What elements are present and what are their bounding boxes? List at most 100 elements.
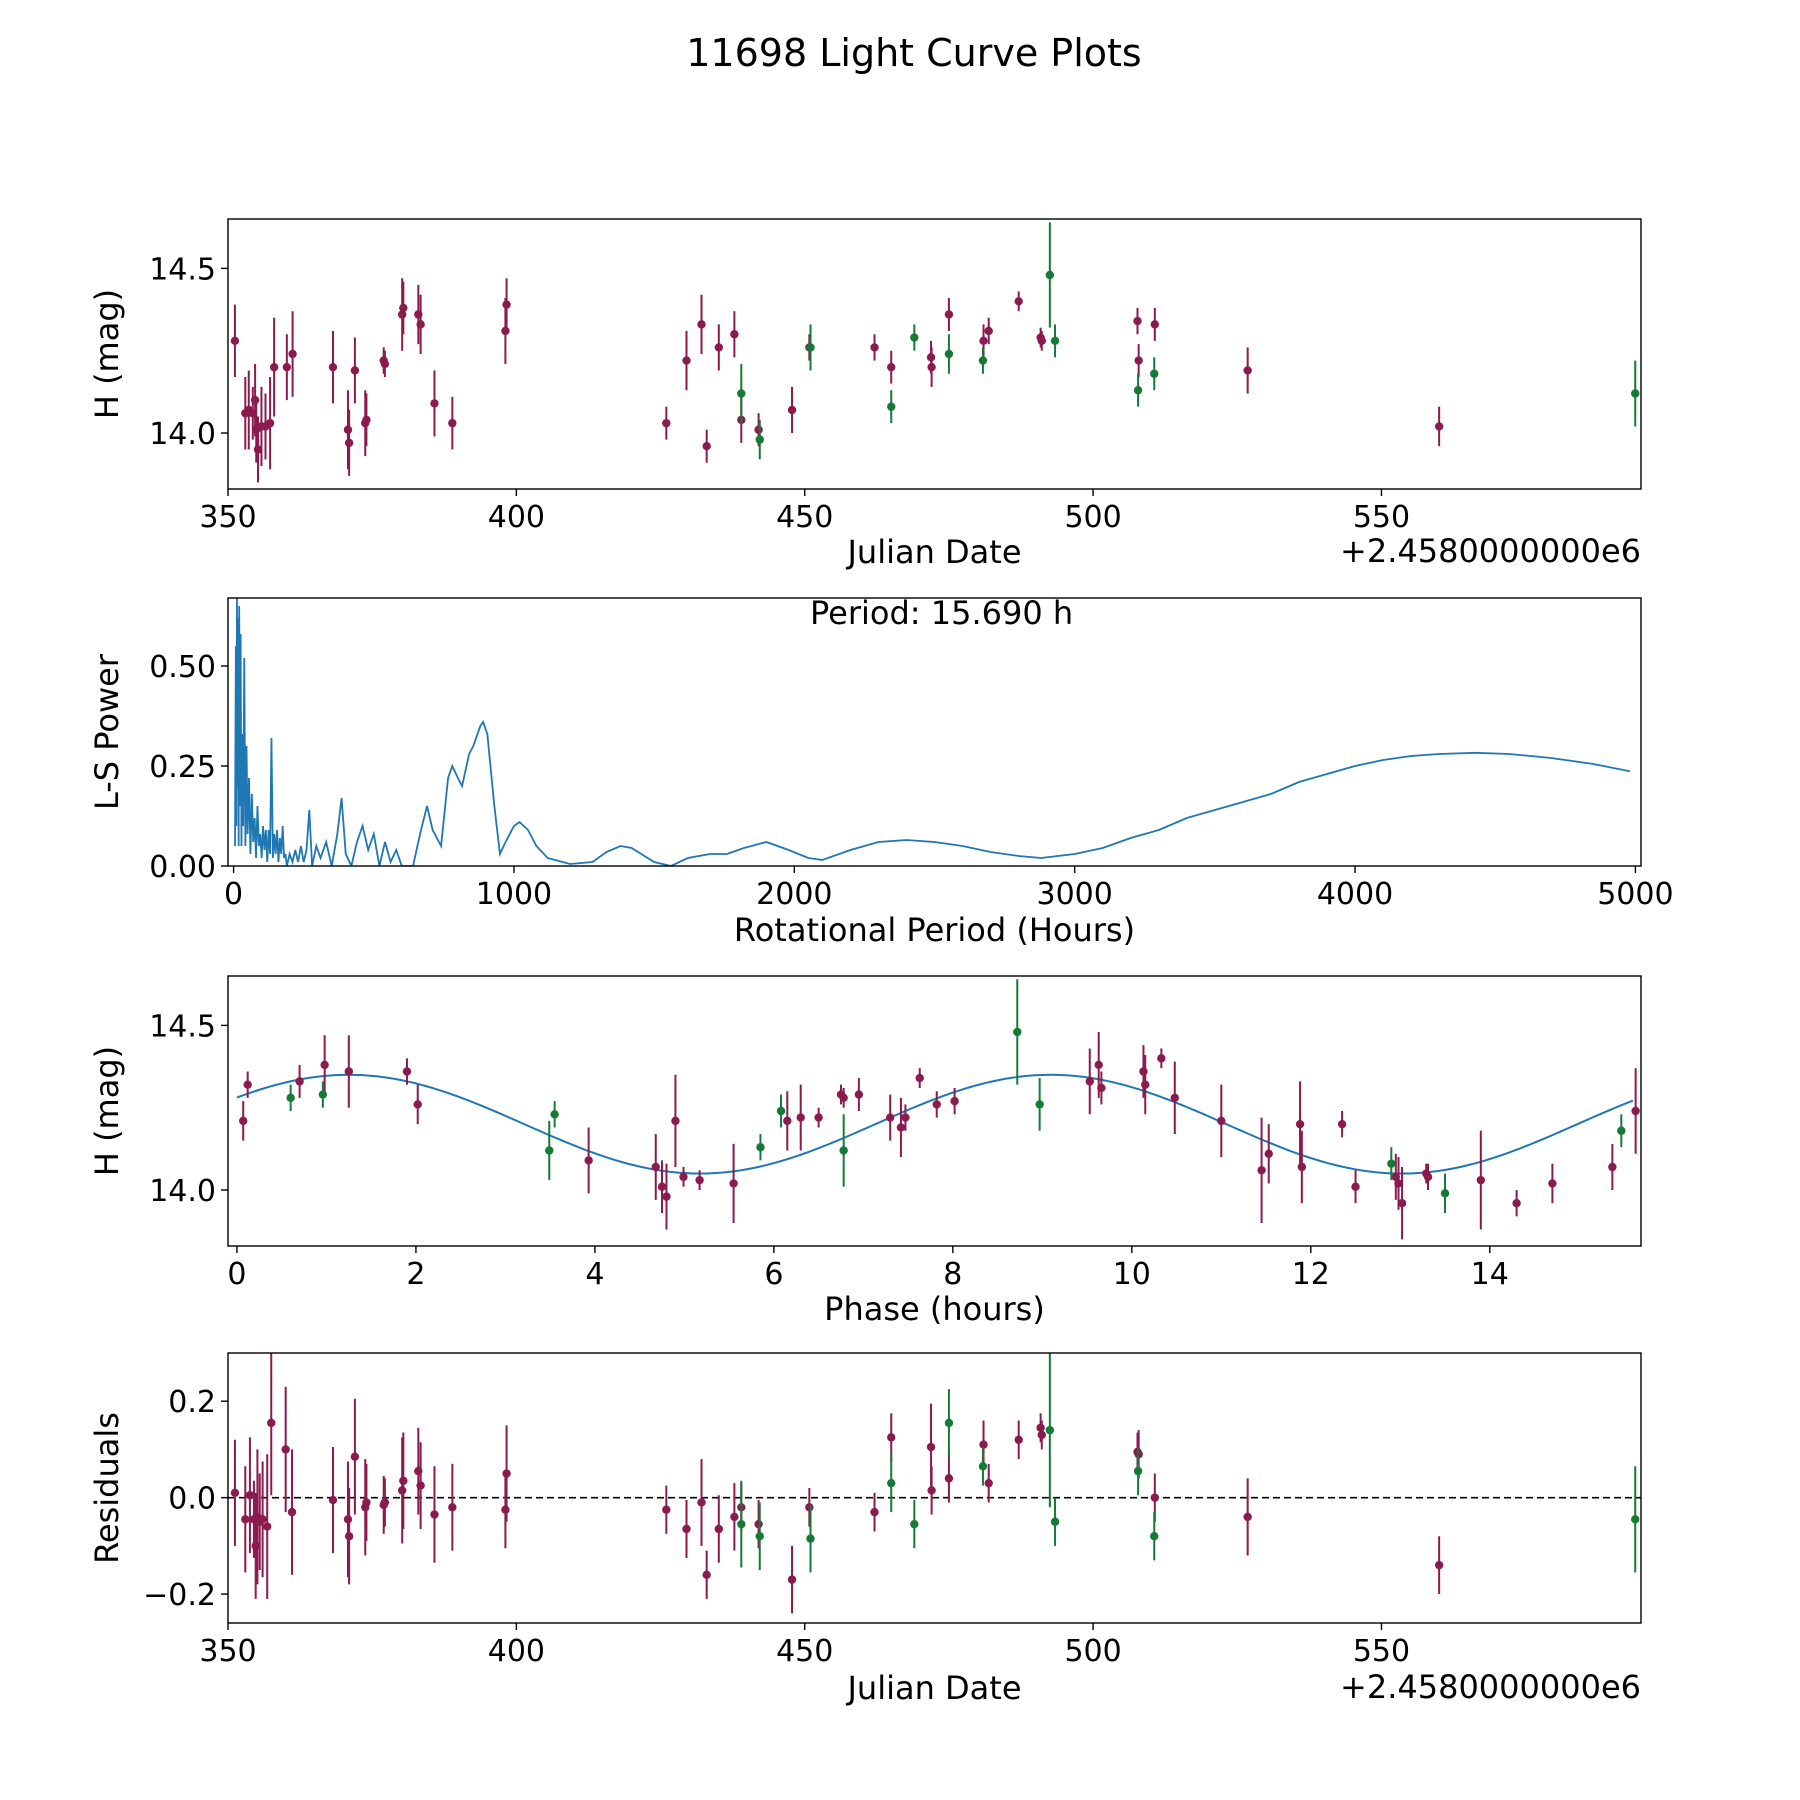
x-tick-label: 550 <box>1353 1634 1410 1669</box>
data-point-filter-a <box>1150 320 1160 329</box>
data-point-filter-a <box>328 1495 338 1505</box>
data-point-filter-a <box>1037 1430 1046 1440</box>
data-point-filter-a <box>1170 1093 1179 1103</box>
data-point-filter-a <box>288 349 297 359</box>
data-point-filter-a <box>1608 1162 1617 1172</box>
data-point-filter-b <box>1050 1517 1060 1526</box>
data-point-filter-b <box>318 1090 328 1099</box>
data-point-filter-a <box>944 310 954 319</box>
data-point-filter-a <box>783 1116 792 1126</box>
data-point-filter-a <box>258 1515 267 1524</box>
data-point-filter-a <box>502 1469 511 1478</box>
data-point-filter-b <box>776 1106 786 1116</box>
x-tick-label: 2000 <box>756 877 832 912</box>
data-point-filter-a <box>870 1507 879 1517</box>
data-point-filter-a <box>1037 336 1046 346</box>
data-point-filter-a <box>729 1179 738 1188</box>
x-tick-label: 450 <box>776 1634 833 1669</box>
data-point-filter-a <box>1512 1198 1521 1208</box>
data-point-filter-a <box>328 362 338 372</box>
data-point-filter-a <box>397 1486 407 1495</box>
data-point-filter-a <box>1133 316 1142 326</box>
x-axis-label: Julian Date <box>845 533 1021 571</box>
data-point-filter-a <box>362 415 371 425</box>
data-point-filter-a <box>697 320 706 329</box>
y-tick-label: 0.0 <box>168 1482 216 1517</box>
plot-area <box>230 222 1640 483</box>
data-point-filter-a <box>1243 366 1252 375</box>
x-tick-label: 450 <box>776 500 833 535</box>
data-point-filter-a <box>1217 1116 1226 1126</box>
data-point-filter-b <box>737 389 746 398</box>
x-offset-text: +2.4580000000e6 <box>1340 1668 1641 1706</box>
x-tick-label: 550 <box>1353 500 1410 535</box>
x-axis-label: Phase (hours) <box>824 1290 1045 1328</box>
data-point-filter-a <box>754 425 763 434</box>
data-point-filter-a <box>253 445 263 454</box>
data-point-filter-a <box>1397 1198 1407 1208</box>
y-tick-label: 14.0 <box>149 417 216 452</box>
data-point-filter-a <box>1297 1162 1307 1172</box>
data-point-filter-a <box>1548 1179 1557 1188</box>
data-point-filter-a <box>344 1532 354 1541</box>
x-tick-label: 350 <box>199 500 256 535</box>
data-point-filter-a <box>1097 1083 1106 1093</box>
data-point-filter-b <box>806 343 815 352</box>
panel-residuals: 350 400 450 500 550 −0.2 0.0 0.2 Julian Date Resi… <box>88 1352 1642 1707</box>
data-point-filter-a <box>870 343 879 352</box>
data-point-filter-a <box>926 1442 936 1452</box>
data-point-filter-b <box>1150 1532 1159 1541</box>
data-point-filter-a <box>1243 1512 1252 1522</box>
data-point-filter-a <box>1295 1119 1305 1129</box>
data-point-filter-a <box>695 1175 704 1185</box>
plot-area <box>236 979 1640 1240</box>
data-point-filter-a <box>1257 1166 1266 1175</box>
data-point-filter-a <box>730 330 739 339</box>
data-point-filter-a <box>402 1067 412 1076</box>
panel-periodogram: 0 1000 2000 3000 4000 5000 0.00 0.25 0.50 Rotatio… <box>88 594 1674 949</box>
period-annotation: Period: 15.690 h <box>810 594 1073 632</box>
data-point-filter-a <box>1264 1149 1273 1159</box>
data-point-filter-a <box>250 395 260 405</box>
data-point-filter-a <box>416 1481 425 1490</box>
data-point-filter-a <box>702 441 711 451</box>
y-tick-label: 0.25 <box>149 750 216 785</box>
data-point-filter-b <box>755 1532 764 1541</box>
panel-time-series: 350 400 450 500 550 14.0 14.5 Julian Date H (mag… <box>88 218 1642 571</box>
data-point-filter-b <box>944 1418 954 1428</box>
data-point-filter-a <box>682 1524 691 1534</box>
y-axis-label: L-S Power <box>88 653 126 810</box>
data-point-filter-a <box>350 1452 360 1461</box>
data-point-filter-b <box>910 333 919 342</box>
data-point-filter-b <box>1133 386 1143 395</box>
data-point-filter-b <box>1440 1189 1450 1198</box>
data-point-filter-a <box>1036 1423 1045 1432</box>
data-point-filter-a <box>448 1503 457 1512</box>
axes-frame <box>227 218 1642 490</box>
data-point-filter-a <box>584 1156 593 1165</box>
x-tick-label: 4000 <box>1317 877 1393 912</box>
data-point-filter-a <box>1150 1493 1160 1502</box>
data-point-filter-b <box>887 402 896 411</box>
data-point-filter-b <box>978 356 988 365</box>
x-tick-label: 0 <box>227 1257 246 1292</box>
data-point-filter-a <box>1631 1106 1640 1116</box>
data-point-filter-a <box>796 1113 805 1122</box>
x-axis-label: Rotational Period (Hours) <box>734 911 1135 949</box>
y-tick-label: 14.5 <box>149 1009 216 1044</box>
x-tick-label: 500 <box>1064 1634 1121 1669</box>
data-point-filter-b <box>978 1462 988 1471</box>
data-point-filter-a <box>344 1067 354 1076</box>
data-point-filter-a <box>730 1512 739 1522</box>
plot-area <box>234 598 1630 866</box>
data-point-filter-a <box>702 1570 711 1579</box>
y-axis-label: Residuals <box>88 1412 126 1564</box>
data-point-filter-a <box>1157 1054 1166 1063</box>
data-point-filter-b <box>887 1478 896 1488</box>
data-point-filter-a <box>399 1476 408 1485</box>
data-point-filter-a <box>901 1113 910 1122</box>
data-point-filter-a <box>662 1505 671 1514</box>
data-point-filter-a <box>263 1522 272 1531</box>
y-tick-label: 0.2 <box>168 1385 216 1420</box>
